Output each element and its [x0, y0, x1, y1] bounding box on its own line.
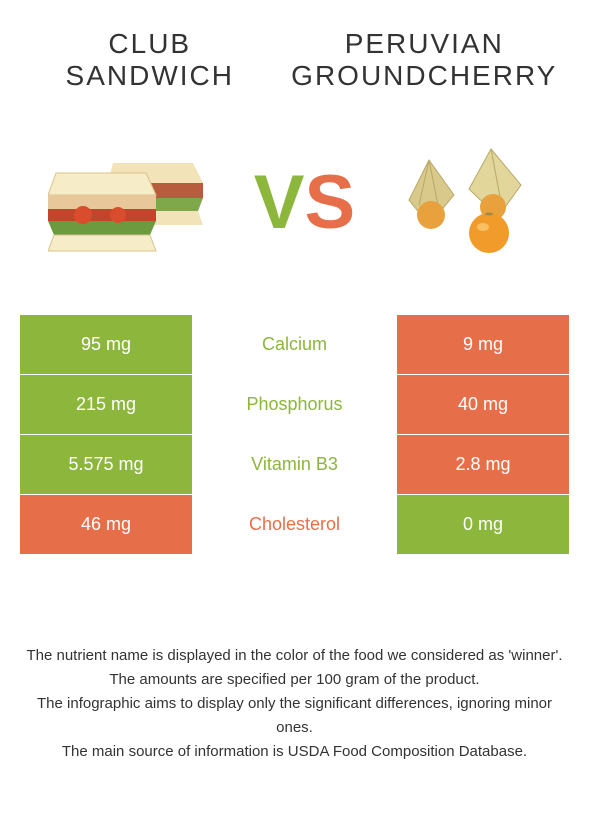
cell-left: 5.575 mg [20, 435, 192, 494]
cell-left: 95 mg [20, 315, 192, 374]
table-row: 95 mg Calcium 9 mg [20, 315, 569, 374]
title-left: CLUB SANDWICH [20, 28, 280, 92]
groundcherry-icon [391, 147, 541, 257]
footer-line: The infographic aims to display only the… [20, 692, 569, 740]
footer-line: The main source of information is USDA F… [20, 740, 569, 764]
cell-right: 40 mg [397, 375, 569, 434]
title-right: PERUVIAN GROUNDCHERRY [280, 28, 569, 92]
footer-notes: The nutrient name is displayed in the co… [20, 644, 569, 764]
hero-row: VS [0, 147, 589, 257]
groundcherry-image [391, 147, 541, 257]
footer-line: The amounts are specified per 100 gram o… [20, 668, 569, 692]
comparison-table: 95 mg Calcium 9 mg 215 mg Phosphorus 40 … [20, 315, 569, 554]
table-row: 215 mg Phosphorus 40 mg [20, 375, 569, 434]
cell-right: 2.8 mg [397, 435, 569, 494]
cell-mid: Cholesterol [192, 495, 397, 554]
cell-right: 0 mg [397, 495, 569, 554]
cell-left: 215 mg [20, 375, 192, 434]
header: CLUB SANDWICH PERUVIAN GROUNDCHERRY [0, 0, 589, 92]
vs-v: V [254, 160, 305, 245]
sandwich-icon [48, 147, 218, 257]
table-row: 46 mg Cholesterol 0 mg [20, 495, 569, 554]
title-right-line1: PERUVIAN [345, 28, 504, 59]
cell-mid: Vitamin B3 [192, 435, 397, 494]
title-left-line1: CLUB [108, 28, 191, 59]
title-left-line2: SANDWICH [66, 60, 234, 91]
sandwich-image [48, 147, 218, 257]
vs-label: VS [254, 159, 355, 246]
cell-mid: Calcium [192, 315, 397, 374]
cell-right: 9 mg [397, 315, 569, 374]
title-right-line2: GROUNDCHERRY [291, 60, 557, 91]
cell-mid: Phosphorus [192, 375, 397, 434]
cell-left: 46 mg [20, 495, 192, 554]
table-row: 5.575 mg Vitamin B3 2.8 mg [20, 435, 569, 494]
footer-line: The nutrient name is displayed in the co… [20, 644, 569, 668]
vs-s: S [304, 160, 355, 245]
